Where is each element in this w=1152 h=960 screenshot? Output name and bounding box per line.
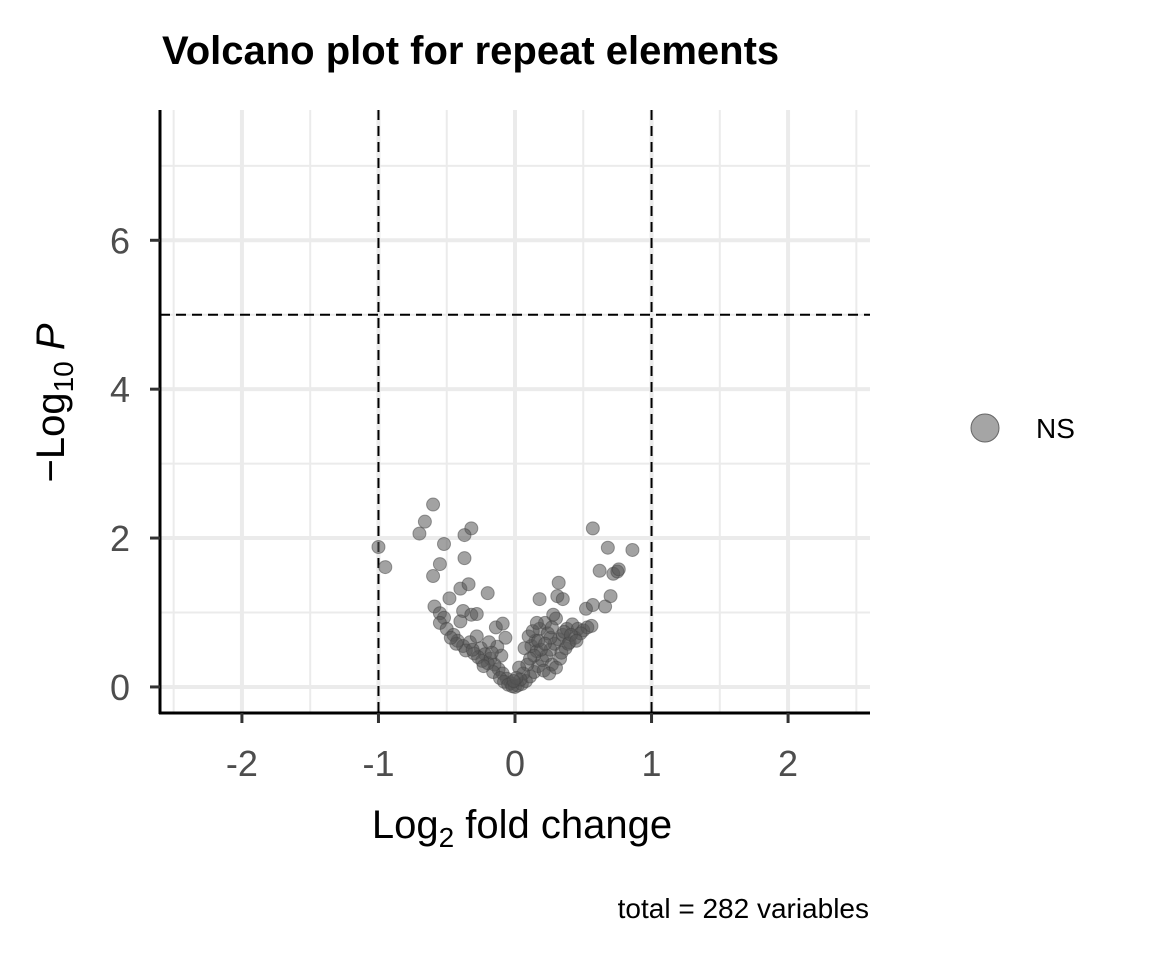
chart-caption: total = 282 variables [618,893,869,924]
data-point [457,551,472,566]
data-point [457,528,472,543]
data-point [442,591,457,606]
data-point [611,562,626,577]
data-point [476,659,491,674]
y-axis-title-subscript: 10 [48,361,79,392]
y-tick-label: 0 [110,667,130,708]
data-point [465,642,480,657]
data-point [378,560,393,575]
data-point [453,614,468,629]
data-point [432,557,447,572]
data-point [600,540,615,555]
chart-title: Volcano plot for repeat elements [162,29,779,73]
data-point [469,629,484,644]
legend-label-ns: NS [1036,413,1075,444]
data-point [569,633,584,648]
data-point [585,598,600,613]
data-point [443,630,458,645]
y-tick-label: 2 [110,518,130,559]
data-point [585,521,600,536]
data-point [523,651,538,666]
data-point [584,618,599,633]
data-points [371,497,640,694]
x-tick-label: 1 [642,743,662,784]
data-point [371,539,386,554]
x-tick-label: 0 [505,743,525,784]
data-point [625,542,640,557]
y-tick-label: 4 [110,369,130,410]
y-axis-title: −Log10 P [29,323,79,482]
axes [150,110,870,723]
data-point [544,620,559,635]
tick-labels: -2 -1 0 1 2 0 2 4 6 [110,220,798,784]
x-axis-title-subscript: 2 [439,822,455,853]
data-point [551,575,566,590]
data-point [426,497,441,512]
data-point [461,577,476,592]
data-point [498,630,513,645]
x-tick-label: -2 [226,743,258,784]
y-tick-label: 6 [110,220,130,261]
data-point [495,616,510,631]
data-point [469,606,484,621]
data-point [484,645,499,660]
data-point [426,569,441,584]
data-point [546,607,561,622]
legend: NS [970,413,1075,444]
data-point [538,636,553,651]
data-point [417,514,432,529]
grid [160,110,870,713]
data-point [592,563,607,578]
cutoff-lines [160,110,870,713]
data-point [437,537,451,552]
data-point [532,592,547,607]
legend-key-ns [970,413,1000,443]
x-tick-label: -1 [362,743,394,784]
data-point [529,615,544,630]
x-axis-title: Log2 fold change [372,803,672,853]
data-point [555,592,570,607]
data-point [480,586,495,601]
data-point [603,589,618,604]
data-point [506,673,521,688]
data-point [412,526,427,541]
x-tick-label: 2 [778,743,798,784]
data-point [548,660,563,675]
